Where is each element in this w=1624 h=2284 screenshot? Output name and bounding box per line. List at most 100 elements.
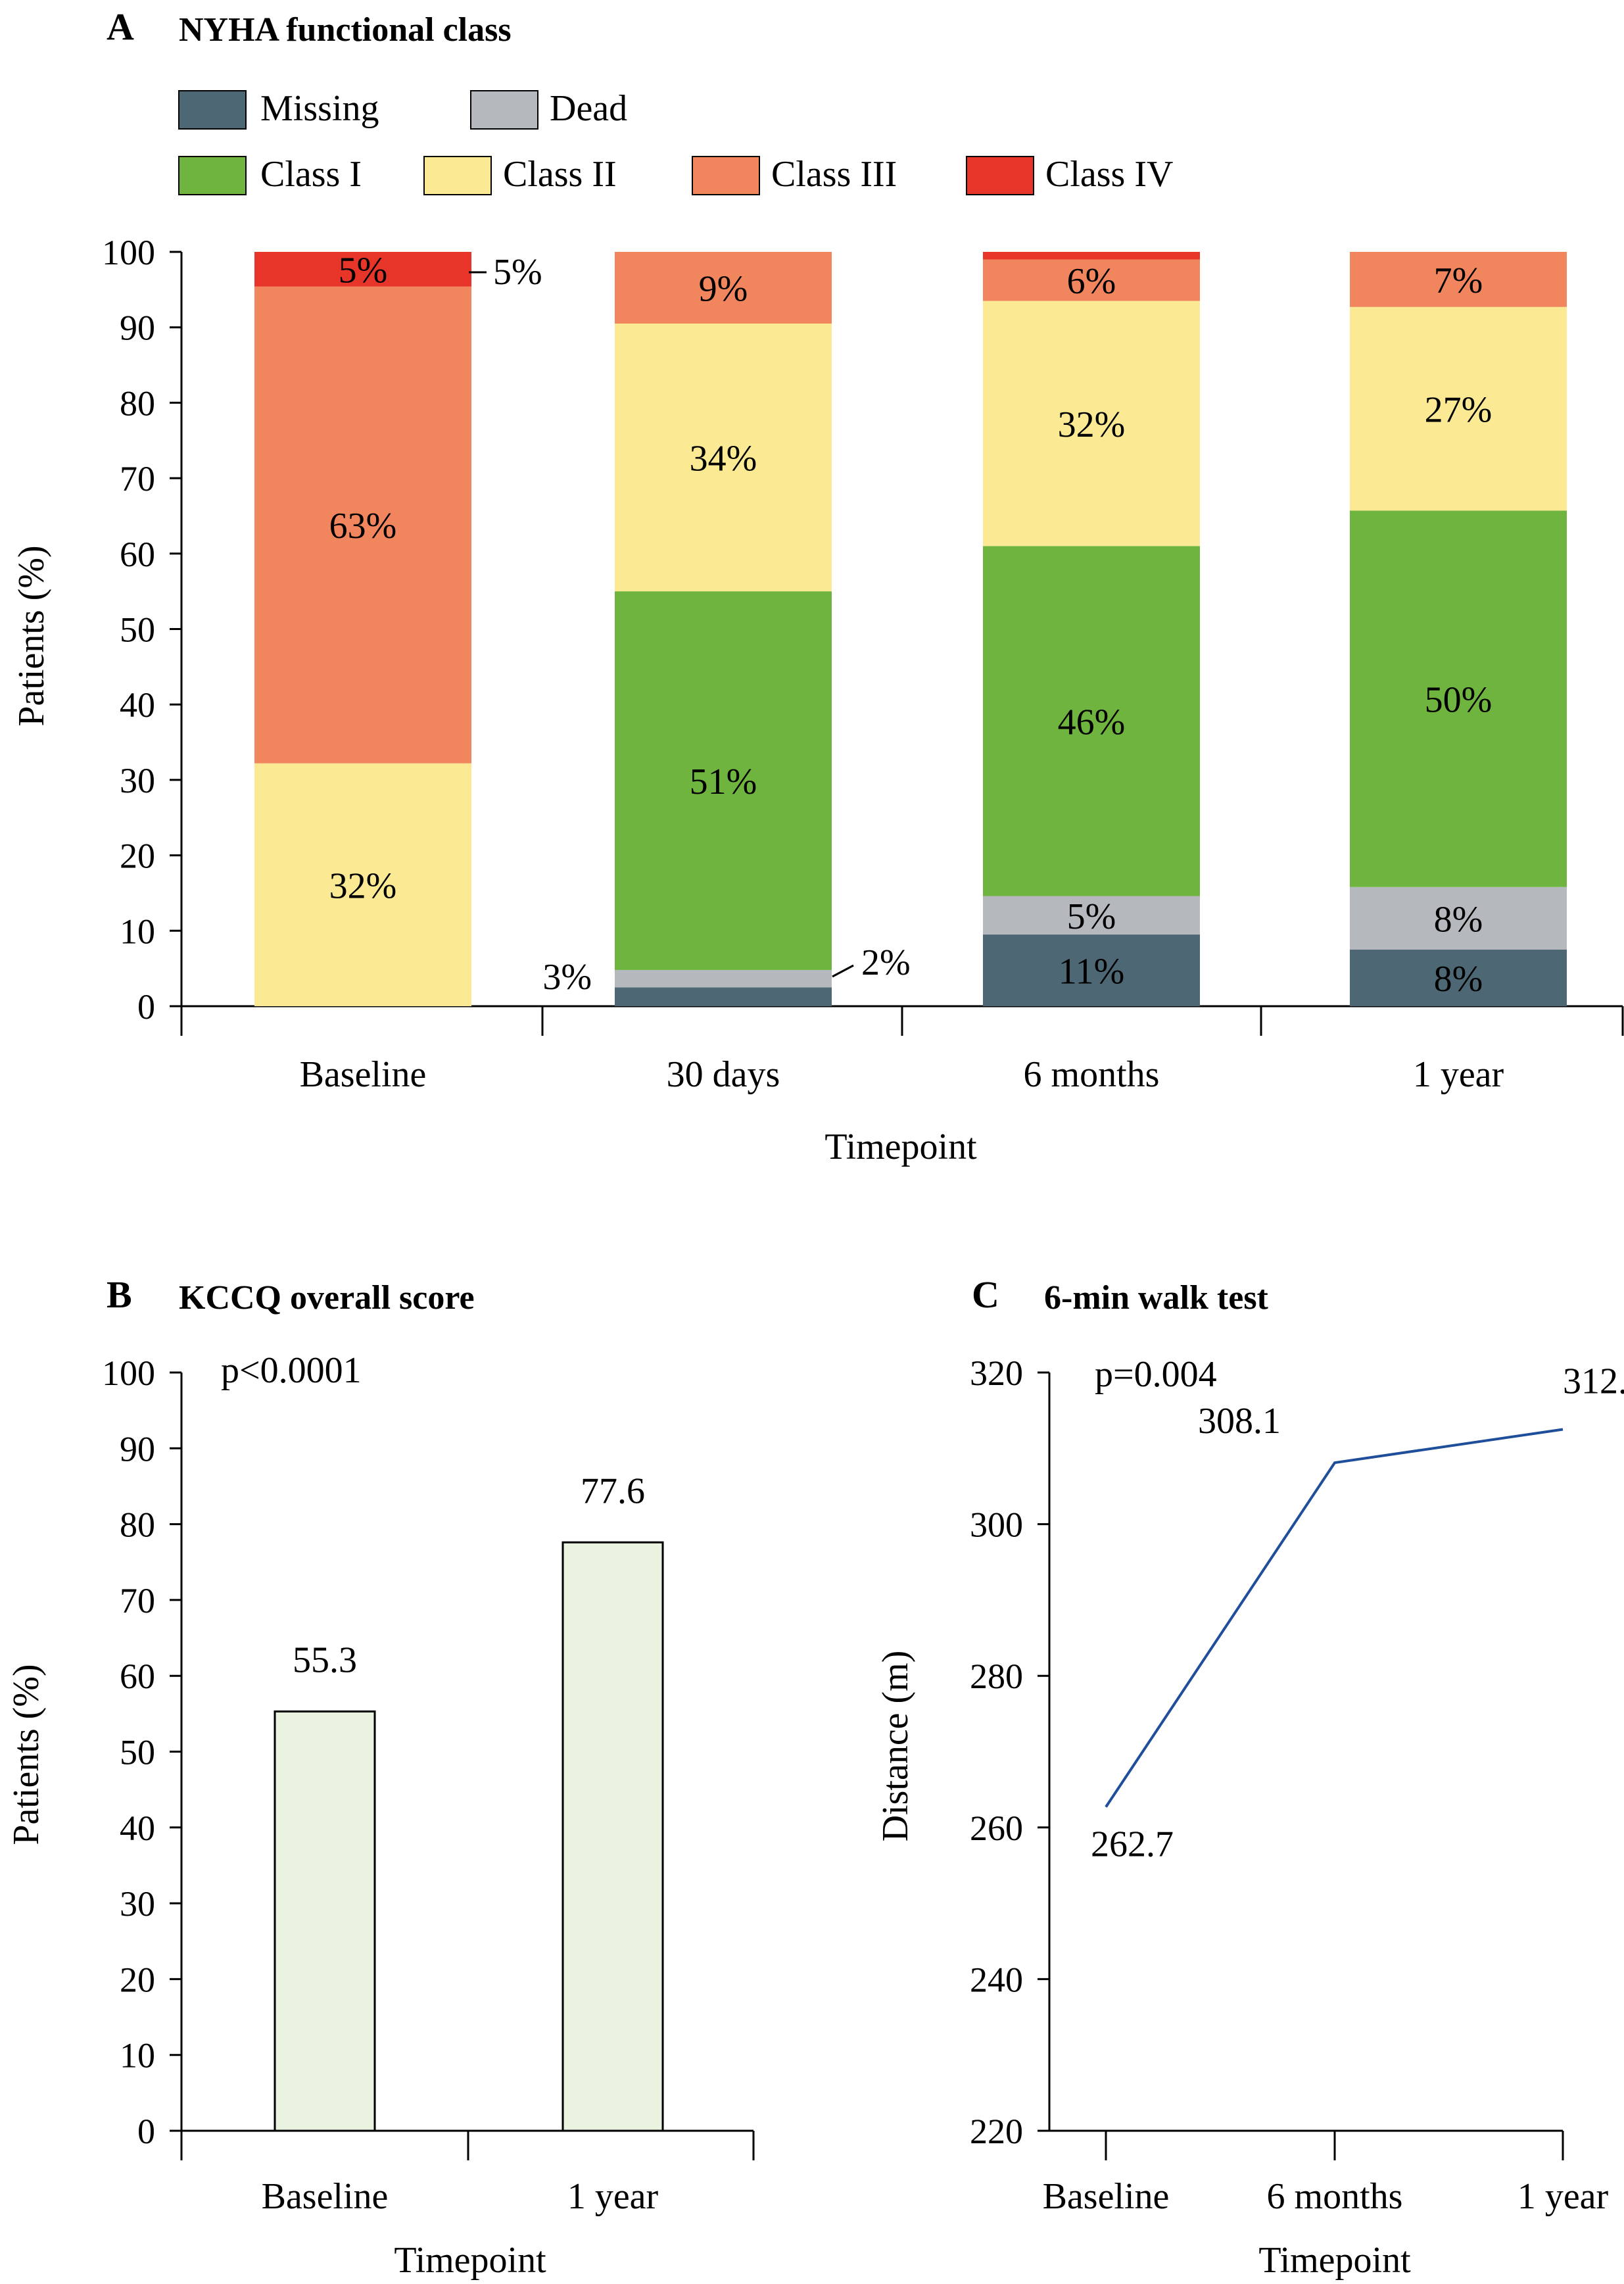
- bar-segment-dead: [1350, 887, 1567, 950]
- panel-b-title: KCCQ overall score: [179, 1279, 475, 1317]
- y-tick-label: 0: [137, 987, 155, 1027]
- y-tick-label: 30: [120, 761, 155, 800]
- legend-swatch-dead: [470, 90, 538, 130]
- bar-segment-class2: [1350, 306, 1567, 511]
- panel-c: C 6-min walk test p=0.004 Distance (m) T…: [875, 1273, 1624, 2281]
- panel-b: B KCCQ overall score p<0.0001 Patients (…: [6, 1273, 755, 2281]
- y-tick-label: 80: [120, 1505, 155, 1545]
- panel-c-letter: C: [972, 1273, 999, 1316]
- x-tick-label: Baseline: [300, 1054, 427, 1095]
- y-tick-label: 30: [120, 1884, 155, 1924]
- bar-segment-class3: [1350, 252, 1567, 307]
- bar-segment-class4: [983, 252, 1200, 260]
- y-tick-label: 90: [120, 308, 155, 348]
- panel-b-y-axis-title: Patients (%): [6, 1664, 47, 1845]
- bar-segment-dead: [615, 969, 832, 988]
- data-label: 312.5: [1563, 1361, 1624, 1401]
- y-tick-label: 220: [970, 2112, 1023, 2151]
- legend-swatch-class-3: [692, 156, 760, 195]
- data-label: 77.6: [581, 1470, 645, 1511]
- panel-b-axes: 0 10 20 30 40 50 60 70 80 90 100 Baseline 1 year: [102, 1353, 755, 2217]
- legend-swatch-class-1: [178, 156, 247, 195]
- panel-c-pvalue: p=0.004: [1095, 1354, 1217, 1395]
- panel-a-x-axis-title: Timepoint: [824, 1127, 977, 1167]
- data-label: 6%: [1067, 261, 1116, 302]
- bar-segment-class4: [254, 252, 471, 287]
- bar-segment-class3: [615, 252, 832, 324]
- walk-distance-line: [1105, 1428, 1564, 1808]
- data-label: 32%: [329, 865, 397, 906]
- bar-segment-class3: [254, 286, 471, 764]
- legend-label-class-4: Class IV: [1045, 154, 1173, 195]
- legend-item-missing: Missing: [178, 88, 379, 130]
- data-label: 34%: [690, 439, 757, 479]
- panel-a-y-axis-title: Patients (%): [11, 545, 52, 726]
- y-tick-label: 40: [120, 685, 155, 725]
- panel-b-x-axis-title: Timepoint: [394, 2240, 546, 2281]
- data-label-callout: 5%: [493, 252, 542, 293]
- y-tick-label: 60: [120, 1657, 155, 1696]
- panel-a: A NYHA functional class Missing Dead Cla…: [11, 5, 1624, 1167]
- x-tick-label: 6 months: [1024, 1054, 1160, 1095]
- y-tick-label: 10: [120, 2036, 155, 2076]
- legend-label-class-3: Class III: [771, 154, 897, 195]
- data-label: 8%: [1434, 899, 1483, 940]
- data-label-callout: 3%: [542, 957, 592, 998]
- data-label: 11%: [1059, 952, 1125, 992]
- bar-segment-missing: [983, 935, 1200, 1006]
- bar-segment-missing: [1350, 949, 1567, 1006]
- y-tick-label: 90: [120, 1429, 155, 1469]
- y-tick-label: 70: [120, 1581, 155, 1620]
- y-tick-label: 20: [120, 837, 155, 876]
- y-tick-label: 100: [102, 233, 155, 272]
- data-label: 32%: [1058, 404, 1126, 445]
- legend-label-missing: Missing: [260, 88, 379, 129]
- x-tick-label: Baseline: [262, 2176, 389, 2217]
- data-label: 55.3: [293, 1640, 357, 1680]
- data-label: 51%: [690, 762, 757, 802]
- y-tick-label: 70: [120, 459, 155, 498]
- x-tick-label: 1 year: [567, 2176, 659, 2217]
- y-tick-label: 100: [102, 1353, 155, 1393]
- panel-b-bars: 55.3 77.6: [274, 1470, 664, 2132]
- legend-swatch-class-4: [966, 156, 1034, 195]
- y-tick-label: 20: [120, 1960, 155, 1999]
- data-label: 308.1: [1198, 1401, 1281, 1442]
- y-tick-label: 300: [970, 1505, 1023, 1545]
- y-tick-label: 80: [120, 383, 155, 423]
- data-label: 5%: [1067, 896, 1116, 937]
- bar-segment-class1: [615, 591, 832, 970]
- panel-a-data-labels: 32% 63% 5% 51% 34% 9% 11% 5% 46% 32% 6% 8% 8% 50% 27% 7…: [329, 250, 1493, 1000]
- data-label: 9%: [699, 268, 748, 309]
- data-label-callout: 2%: [861, 942, 911, 983]
- legend-label-class-1: Class I: [260, 154, 362, 195]
- bar-segment-missing: [615, 987, 832, 1006]
- bar-segment-class2: [983, 301, 1200, 547]
- legend-item-class-1: Class I: [178, 154, 362, 195]
- bar-segment-class3: [983, 259, 1200, 301]
- bar-segment-class1: [1350, 510, 1567, 887]
- x-tick-label: 1 year: [1413, 1054, 1504, 1095]
- data-label: 27%: [1425, 390, 1493, 431]
- y-tick-label: 320: [970, 1353, 1023, 1393]
- legend-item-class-2: Class II: [423, 154, 617, 195]
- kccq-bar: [274, 1710, 376, 2132]
- callout-leader: [832, 964, 854, 978]
- panel-a-legend: Missing Dead Class I Class II Class III …: [178, 88, 1173, 195]
- data-label: 5%: [339, 250, 388, 291]
- bar-segment-class1: [983, 546, 1200, 896]
- legend-item-class-3: Class III: [692, 154, 897, 195]
- x-tick-label: 6 months: [1267, 2176, 1403, 2217]
- data-label: 8%: [1434, 959, 1483, 1000]
- bar-segment-class2: [254, 763, 471, 1006]
- data-label: 7%: [1434, 260, 1483, 301]
- y-tick-label: 50: [120, 1733, 155, 1772]
- panel-a-title: NYHA functional class: [179, 11, 512, 49]
- y-tick-label: 260: [970, 1809, 1023, 1848]
- y-tick-label: 60: [120, 535, 155, 574]
- x-tick-label: 30 days: [667, 1054, 780, 1095]
- bar-segment-class2: [615, 323, 832, 592]
- y-tick-label: 0: [137, 2112, 155, 2151]
- panel-b-pvalue: p<0.0001: [221, 1350, 362, 1391]
